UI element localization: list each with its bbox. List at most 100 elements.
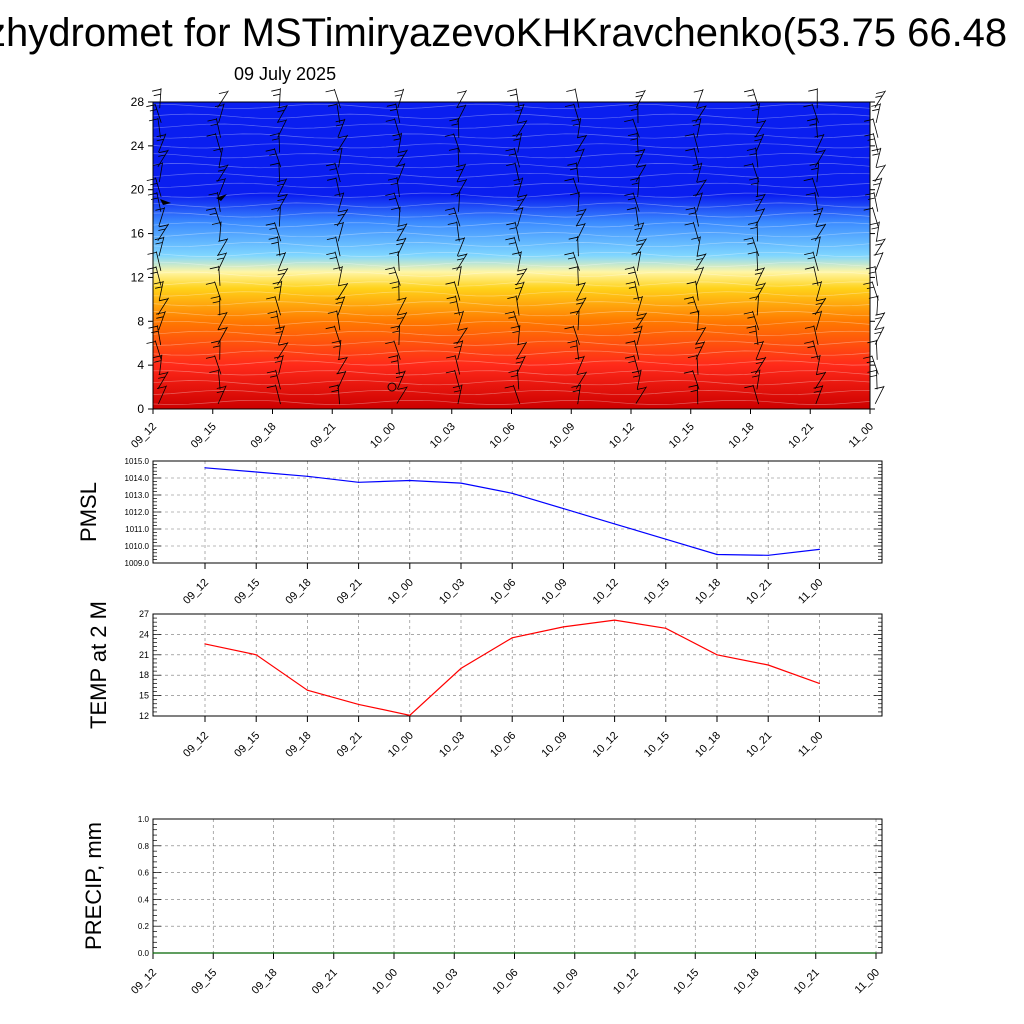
data-point: [511, 637, 513, 639]
x-tick-label: 11_00: [847, 421, 877, 451]
data-point: [716, 654, 718, 656]
data-point: [409, 479, 411, 482]
x-tick-label: 09_15: [232, 577, 262, 607]
x-tick-label: 10_00: [386, 730, 416, 760]
minor-ticks: [153, 818, 882, 954]
panel-3: 0.0 0.2 0.4 0.6 0.8 1.0 09_12 09_15 09_18 09_21 10…: [81, 815, 883, 997]
panel-2: 12 15 18 21 24 27 09_12 09_15 09_18 09_21 10_00 10_…: [86, 601, 883, 760]
data-point: [306, 475, 308, 477]
data-point: [393, 952, 395, 954]
y-tick-label: 15: [139, 691, 149, 701]
x-tick-label: 09_12: [129, 421, 159, 451]
data-point: [255, 654, 257, 656]
grid: [153, 613, 882, 717]
data-point: [574, 952, 576, 954]
x-tick-label: 10_15: [642, 730, 672, 760]
x-tick-label: 10_18: [732, 967, 762, 997]
data-point: [306, 689, 308, 691]
y-tick-label: 1010.0: [125, 542, 150, 551]
y-tick-label: 0.4: [138, 895, 150, 904]
x-tick-label: 09_18: [283, 577, 313, 607]
x-tick-label: 11_00: [796, 730, 826, 760]
y-tick-label: 1013.0: [125, 491, 150, 500]
x-tick-label: 10_12: [611, 967, 641, 997]
x-tick-label: 10_03: [437, 577, 467, 607]
x-tick-label: 10_18: [693, 730, 723, 760]
y-tick-label: 0.2: [138, 922, 150, 931]
y-tick-label: 21: [139, 650, 149, 660]
data-point: [562, 508, 565, 510]
chart-date: 09 July 2025: [234, 64, 337, 84]
minor-ticks: [153, 460, 882, 564]
x-tick-label: 10_12: [591, 730, 621, 760]
data-point: [875, 952, 877, 954]
data-point: [818, 682, 821, 685]
data-point: [204, 467, 206, 469]
x-tick-label: 09_12: [129, 967, 159, 997]
x-tick-label: 09_21: [335, 730, 365, 760]
data-point: [212, 952, 214, 954]
x-tick-label: 09_21: [335, 577, 365, 607]
data-point: [665, 538, 667, 540]
x-tick-label: 10_21: [744, 577, 774, 607]
y-axis-label: TEMP at 2 M: [86, 601, 111, 729]
x-tick-label: 10_00: [370, 967, 400, 997]
data-point: [562, 626, 565, 628]
x-tick-label: 10_06: [488, 421, 518, 451]
data-point: [453, 952, 455, 954]
y-tick-label: 24: [139, 629, 149, 639]
panel-frame: [152, 613, 883, 717]
x-tick-label: 09_15: [232, 730, 262, 760]
y-tick-label: 18: [139, 670, 149, 680]
y-tick-label: 8: [137, 314, 144, 328]
data-point: [614, 523, 616, 525]
minor-ticks: [153, 613, 882, 717]
data-point: [152, 952, 154, 954]
x-tick-label: 10_18: [727, 421, 757, 451]
data-point: [333, 952, 335, 954]
chart-title: zhydromet for MSTimiryazevoKHKravchenko(…: [0, 11, 1008, 55]
data-point: [358, 481, 360, 483]
y-tick-label: 0.0: [138, 949, 150, 958]
contour-fill: [153, 102, 870, 409]
y-tick-label: 4: [137, 358, 144, 372]
data-point: [255, 471, 257, 473]
calm-wind-marker: [387, 382, 397, 392]
data-point: [460, 482, 462, 484]
x-tick-label: 10_09: [547, 421, 577, 451]
data-point: [513, 952, 516, 954]
x-tick-label: 10_21: [792, 967, 822, 997]
data-point: [754, 952, 757, 954]
data-point: [614, 619, 616, 621]
data-point: [815, 952, 817, 954]
y-tick-label: 1.0: [138, 815, 150, 824]
y-tick-label: 28: [131, 95, 145, 109]
grid: [153, 818, 882, 954]
panel-frame: [152, 818, 883, 954]
x-tick-label: 09_12: [181, 577, 211, 607]
x-tick-label: 10_03: [430, 967, 460, 997]
y-tick-label: 1012.0: [125, 508, 150, 517]
data-point: [818, 548, 821, 551]
data-point: [767, 664, 769, 666]
data-point: [634, 952, 636, 954]
x-tick-label: 10_09: [539, 730, 569, 760]
x-tick-label: 10_06: [488, 730, 518, 760]
x-tick-label: 10_03: [437, 730, 467, 760]
data-point: [767, 554, 769, 556]
x-tick-label: 10_09: [551, 967, 581, 997]
y-tick-label: 0.6: [138, 869, 150, 878]
y-tick-label: 1015.0: [125, 457, 150, 466]
x-tick-label: 10_15: [667, 421, 697, 451]
y-tick-label: 20: [131, 183, 145, 197]
x-tick-label: 10_00: [368, 421, 398, 451]
x-tick-label: 11_00: [796, 577, 826, 607]
x-tick-label: 10_12: [591, 577, 621, 607]
y-tick-label: 0: [137, 402, 144, 416]
data-point: [511, 492, 513, 494]
x-tick-label: 11_00: [853, 967, 883, 997]
x-tick-label: 09_18: [249, 421, 279, 451]
data-point: [409, 714, 411, 716]
data-point: [716, 553, 718, 556]
